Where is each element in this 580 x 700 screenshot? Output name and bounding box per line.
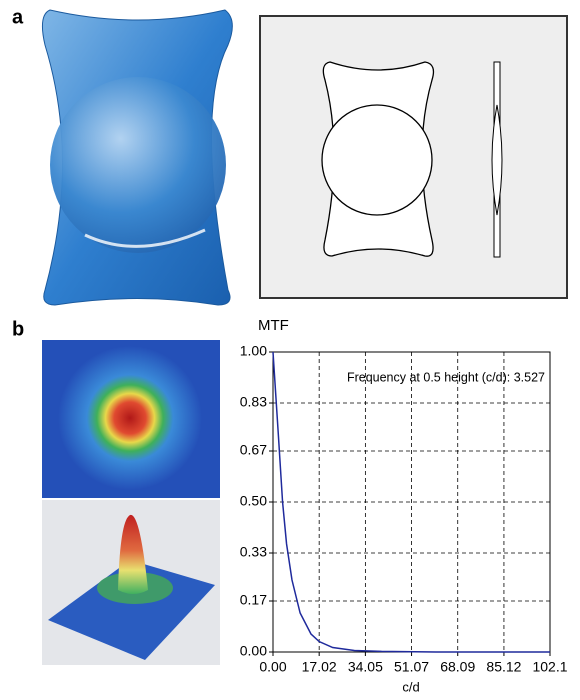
- panel-label: a: [12, 6, 24, 28]
- annotation: Frequency at 0.5 height (c/d): 3.527: [347, 370, 545, 384]
- x-tick-label: 85.12: [486, 659, 521, 675]
- y-tick-label: 0.00: [240, 643, 267, 659]
- lens-photo: [41, 9, 233, 306]
- mtf-line: [272, 351, 550, 653]
- mtf-chart: MTF c/d Frequency at 0.5 height (c/d): 3…: [258, 317, 551, 694]
- y-axis-label: MTF: [258, 317, 289, 334]
- y-tick-label: 0.17: [240, 592, 267, 608]
- y-tick-label: 1.00: [240, 343, 267, 359]
- x-tick-label: 102.1: [532, 659, 567, 675]
- y-tick-label: 0.67: [240, 442, 267, 458]
- lens-diagram: [259, 15, 568, 299]
- panel-label: b: [12, 318, 24, 340]
- x-axis-label: c/d: [402, 679, 419, 694]
- y-tick-label: 0.50: [240, 493, 267, 509]
- y-tick-label: 0.83: [240, 394, 267, 410]
- x-tick-label: 34.05: [348, 659, 383, 675]
- y-tick-label: 0.33: [240, 544, 267, 560]
- x-tick-label: 51.07: [394, 659, 429, 675]
- x-tick-label: 17.02: [302, 659, 337, 675]
- psf-images: [42, 340, 220, 665]
- x-tick-label: 68.09: [440, 659, 475, 675]
- x-tick-label: 0.00: [259, 659, 286, 675]
